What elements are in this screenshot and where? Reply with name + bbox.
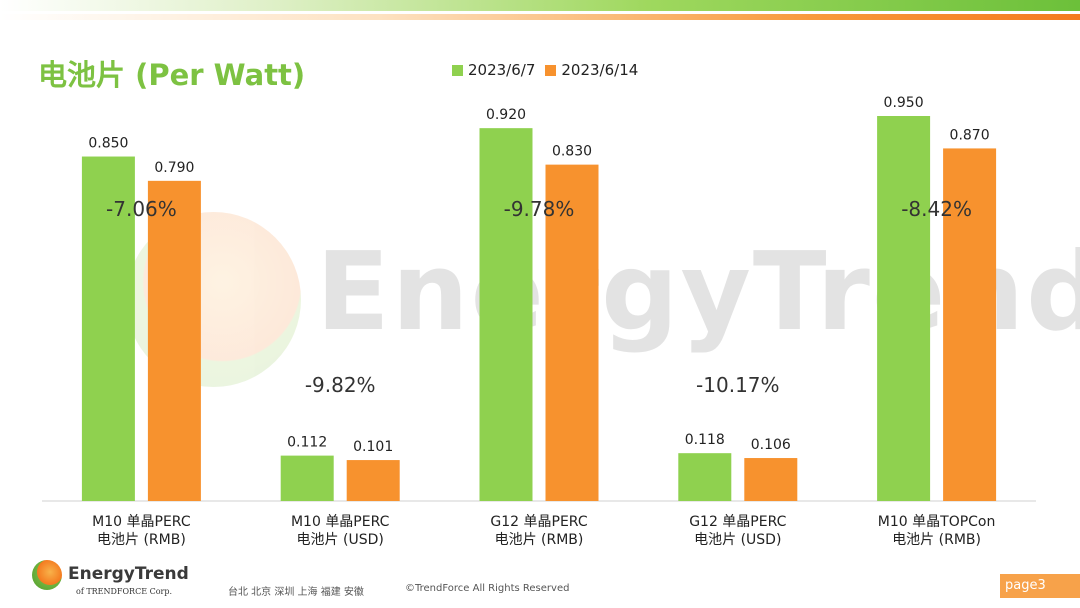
data-label-2-5: 0.870 bbox=[950, 127, 990, 143]
energytrend-logo-icon bbox=[32, 560, 62, 590]
bar-2-4 bbox=[744, 458, 798, 501]
bar-1-5 bbox=[877, 116, 931, 501]
category-label-5-1: M10 单晶TOPCon bbox=[878, 514, 996, 530]
data-label-2-1: 0.790 bbox=[154, 160, 194, 176]
data-label-2-2: 0.101 bbox=[353, 439, 393, 455]
footer-brand: EnergyTrend bbox=[68, 564, 189, 584]
change-label-2: -9.82% bbox=[305, 373, 376, 397]
change-label-3: -9.78% bbox=[504, 197, 575, 221]
category-label-2-2: 电池片 (USD) bbox=[297, 532, 384, 548]
bar-1-3 bbox=[479, 128, 533, 501]
legend-swatch-2 bbox=[545, 64, 557, 76]
change-label-5: -8.42% bbox=[901, 197, 972, 221]
data-label-1-1: 0.850 bbox=[88, 136, 128, 152]
category-label-3-2: 电池片 (RMB) bbox=[495, 532, 584, 548]
top-gradient-bar bbox=[0, 0, 1080, 22]
data-label-1-2: 0.112 bbox=[287, 435, 327, 451]
category-label-3-1: G12 单晶PERC bbox=[490, 514, 587, 530]
legend-label-2: 2023/6/14 bbox=[561, 61, 639, 79]
footer-cities: 台北 北京 深圳 上海 福建 安徽 bbox=[228, 587, 364, 598]
bar-1-4 bbox=[678, 453, 732, 501]
legend-item-2: 2023/6/14 bbox=[545, 61, 638, 79]
category-label-5-2: 电池片 (RMB) bbox=[892, 532, 981, 548]
category-label-2-1: M10 单晶PERC bbox=[291, 514, 390, 530]
change-label-1: -7.06% bbox=[106, 197, 177, 221]
data-label-1-5: 0.950 bbox=[884, 95, 924, 111]
top-orange-stripe bbox=[0, 14, 1080, 20]
data-label-1-3: 0.920 bbox=[486, 107, 526, 123]
footer-brand-sub: of TRENDFORCE Corp. bbox=[76, 587, 172, 596]
top-green-stripe bbox=[0, 0, 1080, 11]
page-number-badge: page3 bbox=[1000, 574, 1080, 598]
data-label-2-3: 0.830 bbox=[552, 144, 592, 160]
legend-item-1: 2023/6/7 bbox=[452, 61, 535, 79]
bar-2-2 bbox=[346, 460, 400, 501]
chart-legend: 2023/6/7 2023/6/14 bbox=[452, 61, 648, 79]
category-label-4-1: G12 单晶PERC bbox=[689, 514, 786, 530]
change-label-4: -10.17% bbox=[696, 373, 779, 397]
legend-swatch-1 bbox=[452, 64, 463, 76]
bar-1-1 bbox=[81, 156, 135, 502]
data-label-2-4: 0.106 bbox=[751, 437, 791, 453]
bar-2-5 bbox=[943, 148, 997, 501]
bar-2-1 bbox=[147, 180, 201, 501]
category-label-1-2: 电池片 (RMB) bbox=[97, 532, 186, 548]
footer-copyright: ©TrendForce All Rights Reserved bbox=[405, 583, 570, 594]
page-title: 电池片 (Per Watt) bbox=[38, 58, 306, 92]
data-label-1-4: 0.118 bbox=[685, 432, 725, 448]
bar-1-2 bbox=[280, 455, 334, 501]
category-label-1-1: M10 单晶PERC bbox=[92, 514, 191, 530]
bar-2-3 bbox=[545, 164, 599, 501]
legend-label-1: 2023/6/7 bbox=[468, 61, 536, 79]
category-label-4-2: 电池片 (USD) bbox=[694, 532, 781, 548]
